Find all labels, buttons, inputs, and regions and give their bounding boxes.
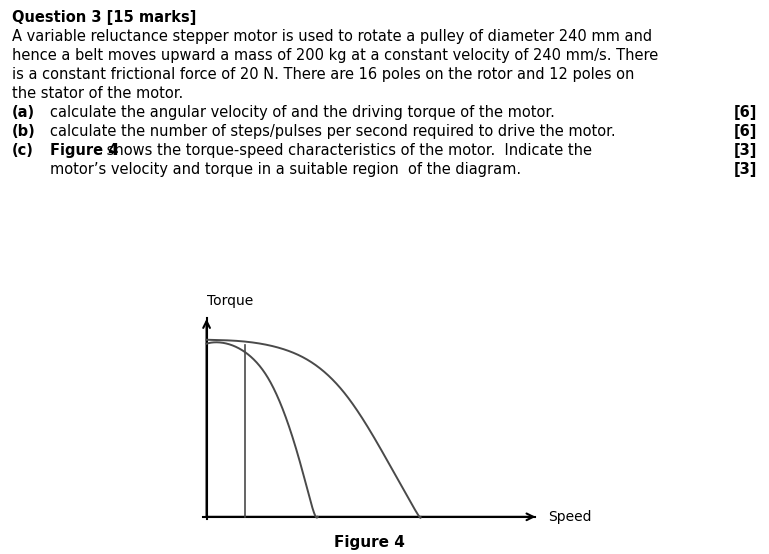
- Text: (b): (b): [12, 124, 35, 139]
- Text: calculate the angular velocity of and the driving torque of the motor.: calculate the angular velocity of and th…: [50, 105, 555, 120]
- Text: [3]: [3]: [734, 162, 757, 177]
- Text: is a constant frictional force of 20 N. There are 16 poles on the rotor and 12 p: is a constant frictional force of 20 N. …: [12, 67, 634, 82]
- Text: Figure 4: Figure 4: [334, 535, 404, 550]
- Text: Question 3 [15 marks]: Question 3 [15 marks]: [12, 10, 196, 25]
- Text: the stator of the motor.: the stator of the motor.: [12, 86, 183, 101]
- Text: Figure 4: Figure 4: [50, 143, 118, 158]
- Text: [6]: [6]: [734, 124, 757, 139]
- Text: calculate the number of steps/pulses per second required to drive the motor.: calculate the number of steps/pulses per…: [50, 124, 616, 139]
- Text: Speed: Speed: [548, 510, 592, 524]
- Text: [3]: [3]: [734, 143, 757, 158]
- Text: (a): (a): [12, 105, 35, 120]
- Text: shows the torque-speed characteristics of the motor.  Indicate the: shows the torque-speed characteristics o…: [102, 143, 592, 158]
- Text: [6]: [6]: [734, 105, 757, 120]
- Text: A variable reluctance stepper motor is used to rotate a pulley of diameter 240 m: A variable reluctance stepper motor is u…: [12, 29, 652, 44]
- Text: hence a belt moves upward a mass of 200 kg at a constant velocity of 240 mm/s. T: hence a belt moves upward a mass of 200 …: [12, 48, 658, 63]
- Text: Torque: Torque: [207, 294, 253, 308]
- Text: motor’s velocity and torque in a suitable region  of the diagram.: motor’s velocity and torque in a suitabl…: [50, 162, 521, 177]
- Text: (c): (c): [12, 143, 34, 158]
